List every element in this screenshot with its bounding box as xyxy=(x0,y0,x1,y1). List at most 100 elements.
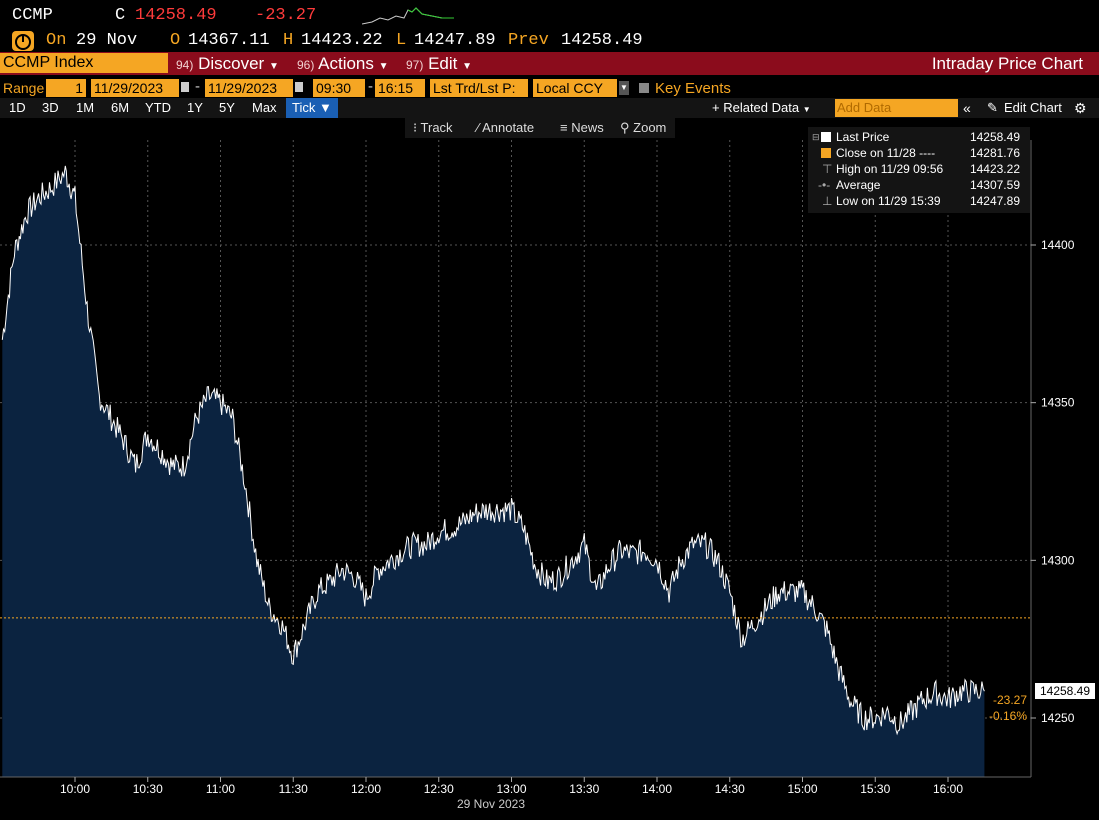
y-tick-label: 14400 xyxy=(1041,238,1075,252)
period-3d[interactable]: 3D xyxy=(42,100,59,115)
actions-number: 96) xyxy=(297,58,315,72)
period-1m[interactable]: 1M xyxy=(76,100,95,115)
open-value: 14367.11 xyxy=(188,31,270,50)
track-icon: ⁝ xyxy=(413,120,418,135)
quote-date: 29 Nov xyxy=(76,31,138,50)
range-value-input[interactable]: 1 xyxy=(46,79,86,97)
pct-change-tag: -0.16% xyxy=(989,709,1027,723)
legend-low[interactable]: ⊥ Low on 11/29 15:39 14247.89 xyxy=(808,193,1030,209)
legend-high[interactable]: ⊤ High on 11/29 09:56 14423.22 xyxy=(808,161,1030,177)
sparkline-icon xyxy=(362,7,454,25)
high-value: 14423.22 xyxy=(301,31,383,50)
news-icon: ≡ xyxy=(560,120,568,135)
period-1y[interactable]: 1Y xyxy=(187,100,203,115)
period-6m[interactable]: 6M xyxy=(111,100,130,115)
news-label: News xyxy=(571,120,604,135)
news-button[interactable]: ≡ News xyxy=(560,118,604,138)
y-axis-ticks: 14250 14300 14350 14400 xyxy=(1031,238,1075,725)
related-data-label: + Related Data xyxy=(712,100,800,115)
chart-tools: ⁝ Track ∕ Annotate ≡ News ⚲ Zoom xyxy=(405,118,675,138)
key-events-checkbox[interactable] xyxy=(639,83,649,93)
chevron-down-icon: ▼ xyxy=(462,61,473,72)
x-tick-label: 14:30 xyxy=(715,782,745,796)
calendar-icon[interactable] xyxy=(181,82,189,92)
legend-label: Average xyxy=(836,178,881,192)
period-tick-button[interactable]: Tick ▼ xyxy=(286,98,338,118)
end-time-input[interactable]: 16:15 xyxy=(375,79,425,97)
x-tick-label: 14:00 xyxy=(642,782,672,796)
gear-icon[interactable]: ⚙ xyxy=(1074,100,1087,116)
y-tick-label: 14350 xyxy=(1041,396,1075,410)
price-area xyxy=(2,165,985,777)
period-ytd[interactable]: YTD xyxy=(145,100,171,115)
prev-label: Prev xyxy=(508,31,549,50)
time-dash: - xyxy=(368,78,373,95)
annotate-icon: ∕ xyxy=(477,120,480,135)
end-date-input[interactable]: 11/29/2023 xyxy=(205,79,293,97)
edit-button[interactable]: 97) Edit ▼ xyxy=(406,52,472,75)
prev-value: 14258.49 xyxy=(561,31,643,50)
x-tick-label: 10:30 xyxy=(133,782,163,796)
x-tick-label: 16:00 xyxy=(933,782,963,796)
quote-header: CCMP C 14258.49 -23.27 xyxy=(0,0,1099,30)
x-tick-label: 13:30 xyxy=(569,782,599,796)
low-marker-icon: ⊥ xyxy=(822,194,833,208)
edit-chart-button[interactable]: Edit Chart xyxy=(1004,100,1062,115)
collapse-icon[interactable]: « xyxy=(963,100,971,116)
period-1d[interactable]: 1D xyxy=(9,100,26,115)
zoom-icon: ⚲ xyxy=(620,120,630,135)
legend-value: 14281.76 xyxy=(969,146,1020,160)
change-tag: -23.27 xyxy=(993,693,1027,707)
period-5y[interactable]: 5Y xyxy=(219,100,235,115)
legend-value: 14423.22 xyxy=(969,162,1020,176)
open-label: O xyxy=(170,31,181,50)
function-toolbar: CCMP Index 94) Discover ▼ 96) Actions ▼ … xyxy=(0,52,1099,75)
x-tick-label: 15:00 xyxy=(787,782,817,796)
legend-value: 14307.59 xyxy=(969,178,1020,192)
legend-label: Last Price xyxy=(836,130,890,144)
legend-prev-close[interactable]: Close on 11/28 ---- 14281.76 xyxy=(808,145,1030,161)
annotate-button[interactable]: ∕ Annotate xyxy=(477,118,534,138)
related-data-button[interactable]: + Related Data ▼ xyxy=(712,98,811,118)
add-data-input[interactable]: Add Data xyxy=(835,99,958,117)
ticker-symbol: CCMP xyxy=(12,6,53,25)
track-label: Track xyxy=(420,120,453,135)
low-label: L xyxy=(396,31,407,50)
last-price: 14258.49 xyxy=(135,6,217,25)
start-date-input[interactable]: 11/29/2023 xyxy=(91,79,179,97)
start-time-input[interactable]: 09:30 xyxy=(313,79,365,97)
gauge-icon[interactable] xyxy=(12,31,34,51)
period-selector: 1D 3D 1M 6M YTD 1Y 5Y Max Tick ▼ + Relat… xyxy=(0,98,1099,118)
last-price-tag-bg xyxy=(1035,683,1095,699)
pencil-icon[interactable]: ✎ xyxy=(987,100,998,115)
price-chart[interactable]: 14250 14300 14350 14400 10:00 10:30 11:00 11:3… xyxy=(0,140,1099,820)
low-value: 14247.89 xyxy=(414,31,496,50)
calendar-icon[interactable] xyxy=(295,82,303,92)
price-type-select[interactable]: Lst Trd/Lst P: xyxy=(430,79,528,97)
edit-number: 97) xyxy=(406,58,424,72)
x-tick-label: 13:00 xyxy=(496,782,526,796)
x-tick-label: 12:30 xyxy=(424,782,454,796)
actions-button[interactable]: 96) Actions ▼ xyxy=(297,52,389,75)
zoom-button[interactable]: ⚲ Zoom xyxy=(620,118,666,138)
y-tick-label: 14300 xyxy=(1041,553,1075,567)
collapse-icon[interactable]: ⊟ xyxy=(812,132,820,142)
edit-label: Edit xyxy=(428,54,458,73)
legend-average[interactable]: -•- Average 14307.59 xyxy=(808,177,1030,193)
x-axis-ticks: 10:00 10:30 11:00 11:30 12:00 12:30 13:00 13:30… xyxy=(60,777,963,796)
chevron-down-icon: ▼ xyxy=(378,61,389,72)
discover-button[interactable]: 94) Discover ▼ xyxy=(176,52,279,75)
chevron-down-icon: ▼ xyxy=(268,61,279,72)
legend-value: 14247.89 xyxy=(969,194,1020,208)
chevron-down-icon[interactable]: ▼ xyxy=(619,81,629,95)
legend-last-price[interactable]: ⊟ Last Price 14258.49 xyxy=(808,129,1030,145)
security-input[interactable]: CCMP Index xyxy=(0,53,168,73)
discover-label: Discover xyxy=(198,54,265,73)
period-max[interactable]: Max xyxy=(252,100,277,115)
zoom-label: Zoom xyxy=(633,120,667,135)
track-button[interactable]: ⁝ Track xyxy=(413,118,453,138)
currency-select[interactable]: Local CCY xyxy=(533,79,617,97)
legend-label: Close on 11/28 ---- xyxy=(836,146,936,160)
legend-swatch xyxy=(821,148,831,158)
high-marker-icon: ⊤ xyxy=(822,162,833,176)
